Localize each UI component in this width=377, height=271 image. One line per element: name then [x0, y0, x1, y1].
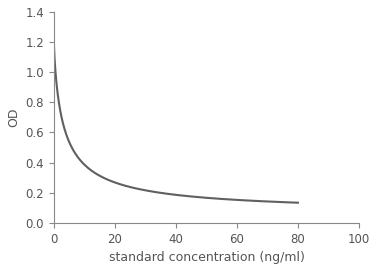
Y-axis label: OD: OD [7, 108, 20, 127]
X-axis label: standard concentration (ng/ml): standard concentration (ng/ml) [109, 251, 304, 264]
